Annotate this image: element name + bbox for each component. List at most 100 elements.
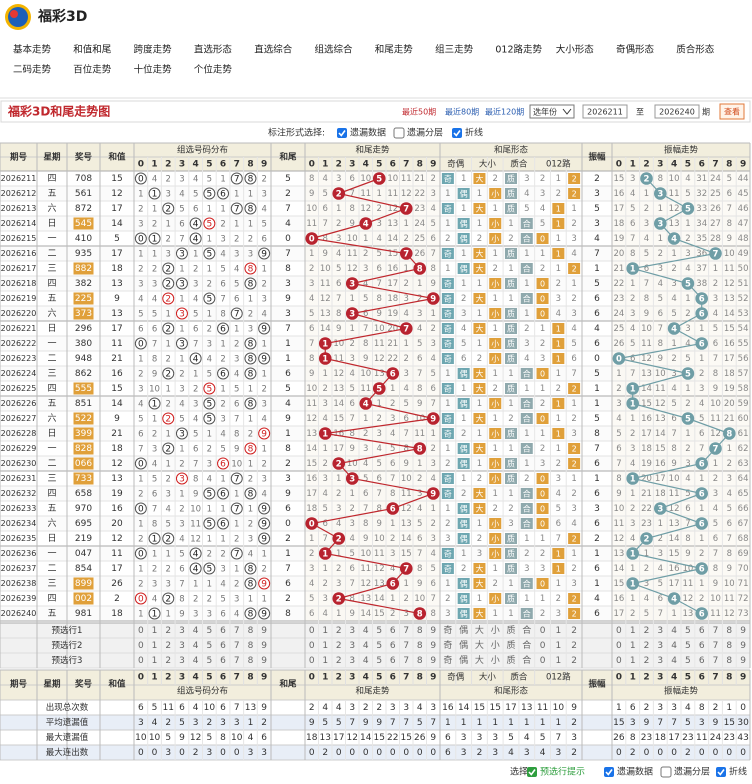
forecast-cell[interactable]: 合	[522, 654, 531, 666]
forecast-cell[interactable]: 1	[555, 626, 561, 636]
forecast-cell[interactable]: 4	[193, 641, 199, 651]
forecast-cell[interactable]: 3	[657, 641, 663, 651]
forecast-cell[interactable]: 1	[630, 656, 636, 666]
forecast-cell[interactable]: 大	[475, 639, 484, 651]
forecast-cell[interactable]: 0	[138, 656, 144, 666]
forecast-cell[interactable]: 0	[616, 626, 622, 636]
forecast-cell[interactable]: 5	[206, 641, 212, 651]
forecast-cell[interactable]: 7	[713, 656, 719, 666]
forecast-cell[interactable]: 0	[138, 641, 144, 651]
forecast-cell[interactable]: 质	[506, 654, 515, 666]
option-checkbox[interactable]	[393, 127, 405, 139]
nav-link[interactable]: 直选综合	[254, 44, 293, 56]
forecast-cell[interactable]: 6	[699, 641, 705, 651]
forecast-cell[interactable]: 1	[630, 626, 636, 636]
year-select[interactable]	[529, 104, 575, 119]
nav-link[interactable]: 和值和尾	[73, 44, 111, 56]
option-checkbox[interactable]	[452, 128, 462, 138]
forecast-cell[interactable]: 奇	[443, 654, 452, 666]
forecast-cell[interactable]: 0	[309, 641, 315, 651]
footer-checkbox[interactable]	[660, 766, 672, 778]
forecast-cell[interactable]: 9	[261, 641, 267, 651]
forecast-cell[interactable]: 5	[685, 626, 691, 636]
forecast-cell[interactable]: 3	[349, 656, 355, 666]
forecast-cell[interactable]: 3	[179, 656, 185, 666]
forecast-cell[interactable]: 5	[206, 626, 212, 636]
forecast-cell[interactable]: 4	[671, 656, 677, 666]
forecast-cell[interactable]: 偶	[459, 639, 468, 651]
forecast-cell[interactable]: 5	[376, 641, 382, 651]
forecast-cell[interactable]: 1	[555, 656, 561, 666]
forecast-cell[interactable]: 7	[403, 656, 409, 666]
nav-link[interactable]: 个位走势	[194, 64, 233, 76]
forecast-cell[interactable]: 1	[322, 656, 328, 666]
forecast-cell[interactable]: 8	[726, 626, 732, 636]
forecast-cell[interactable]: 0	[540, 626, 546, 636]
forecast-cell[interactable]: 5	[685, 641, 691, 651]
period-link[interactable]: 最近120期	[485, 107, 524, 117]
option-checkbox[interactable]	[337, 128, 347, 138]
forecast-cell[interactable]: 1	[630, 641, 636, 651]
forecast-cell[interactable]: 1	[555, 641, 561, 651]
forecast-cell[interactable]: 2	[644, 641, 650, 651]
forecast-cell[interactable]: 3	[349, 641, 355, 651]
forecast-cell[interactable]: 2	[644, 626, 650, 636]
forecast-cell[interactable]: 8	[417, 656, 423, 666]
forecast-cell[interactable]: 0	[540, 656, 546, 666]
forecast-cell[interactable]: 合	[522, 639, 531, 651]
from-input[interactable]	[582, 104, 628, 119]
forecast-cell[interactable]: 9	[740, 626, 746, 636]
forecast-cell[interactable]: 小	[491, 640, 500, 651]
forecast-cell[interactable]: 7	[713, 626, 719, 636]
forecast-cell[interactable]: 0	[616, 641, 622, 651]
forecast-cell[interactable]: 2	[336, 641, 342, 651]
forecast-cell[interactable]: 4	[363, 641, 369, 651]
footer-checkbox[interactable]	[604, 767, 614, 777]
forecast-cell[interactable]: 6	[220, 626, 226, 636]
forecast-cell[interactable]: 7	[234, 641, 240, 651]
forecast-cell[interactable]: 0	[540, 641, 546, 651]
forecast-cell[interactable]: 5	[206, 656, 212, 666]
nav-link[interactable]: 二码走势	[13, 64, 52, 76]
period-link[interactable]: 最近80期	[445, 107, 479, 117]
forecast-cell[interactable]: 1	[152, 641, 158, 651]
forecast-cell[interactable]: 2	[165, 656, 171, 666]
forecast-cell[interactable]: 6	[220, 656, 226, 666]
nav-link[interactable]: 组三走势	[435, 44, 474, 56]
forecast-cell[interactable]: 9	[740, 641, 746, 651]
forecast-cell[interactable]: 2	[571, 656, 577, 666]
forecast-cell[interactable]: 1	[322, 626, 328, 636]
forecast-cell[interactable]: 8	[417, 626, 423, 636]
forecast-cell[interactable]: 4	[363, 656, 369, 666]
forecast-cell[interactable]: 7	[403, 626, 409, 636]
forecast-cell[interactable]: 偶	[459, 624, 468, 636]
forecast-cell[interactable]: 2	[571, 641, 577, 651]
forecast-cell[interactable]: 2	[336, 656, 342, 666]
forecast-cell[interactable]: 9	[261, 626, 267, 636]
nav-link[interactable]: 基本走势	[13, 44, 52, 56]
forecast-cell[interactable]: 3	[179, 626, 185, 636]
forecast-cell[interactable]: 6	[699, 656, 705, 666]
forecast-cell[interactable]: 小	[491, 655, 500, 666]
forecast-cell[interactable]: 2	[336, 626, 342, 636]
forecast-cell[interactable]: 0	[138, 626, 144, 636]
forecast-cell[interactable]: 大	[475, 624, 484, 636]
forecast-cell[interactable]: 6	[390, 656, 396, 666]
forecast-cell[interactable]: 奇	[443, 639, 452, 651]
nav-link[interactable]: 百位走势	[73, 64, 112, 76]
forecast-cell[interactable]: 9	[430, 641, 436, 651]
forecast-cell[interactable]: 5	[685, 656, 691, 666]
forecast-cell[interactable]: 6	[220, 641, 226, 651]
forecast-cell[interactable]: 1	[322, 641, 328, 651]
nav-link[interactable]: 跨度走势	[134, 44, 173, 56]
forecast-cell[interactable]: 8	[248, 656, 254, 666]
forecast-cell[interactable]: 8	[248, 626, 254, 636]
forecast-cell[interactable]: 9	[740, 656, 746, 666]
nav-link[interactable]: 和尾走势	[375, 44, 414, 56]
forecast-cell[interactable]: 3	[349, 626, 355, 636]
forecast-cell[interactable]: 2	[571, 626, 577, 636]
forecast-cell[interactable]: 3	[657, 626, 663, 636]
forecast-cell[interactable]: 9	[261, 656, 267, 666]
forecast-cell[interactable]: 6	[390, 641, 396, 651]
forecast-cell[interactable]: 9	[430, 626, 436, 636]
